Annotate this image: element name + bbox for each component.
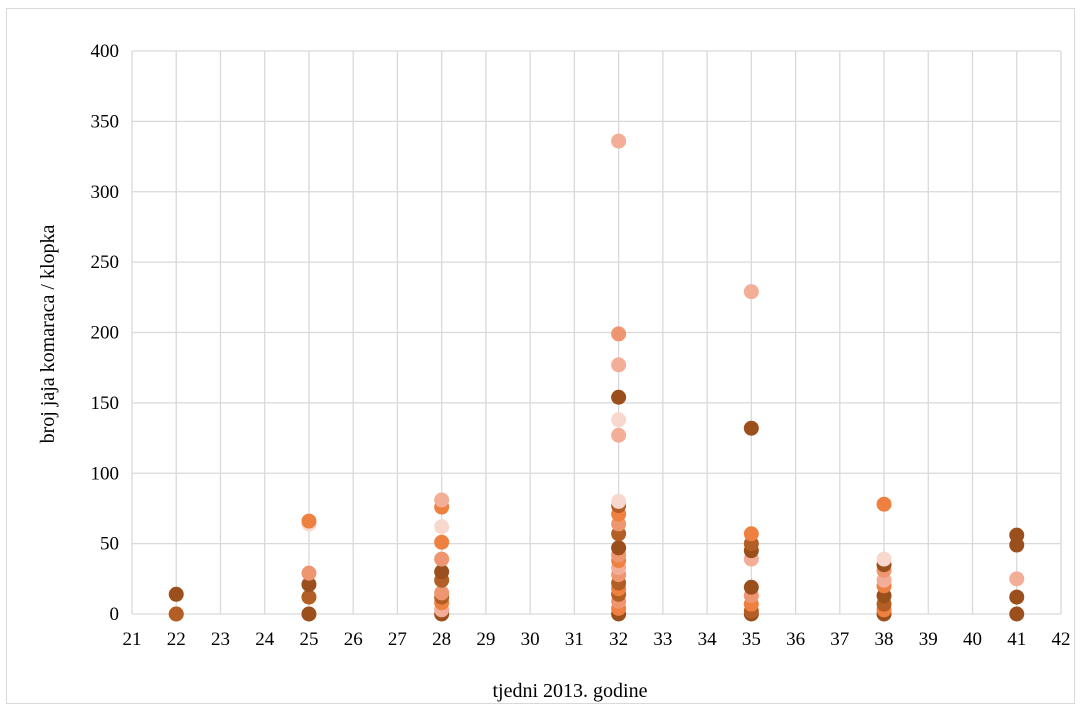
y-tick-label: 0 <box>110 604 120 625</box>
scatter-point <box>168 606 184 622</box>
scatter-point <box>611 133 627 149</box>
x-tick-label: 38 <box>875 629 894 650</box>
scatter-point <box>1009 527 1025 543</box>
x-tick-label: 40 <box>963 629 982 650</box>
x-tick-label: 21 <box>123 629 142 650</box>
scatter-point <box>434 564 450 580</box>
scatter-point <box>301 589 317 605</box>
data-points <box>168 133 1025 622</box>
x-tick-label: 36 <box>786 629 805 650</box>
scatter-point <box>434 551 450 567</box>
x-tick-label: 25 <box>299 629 318 650</box>
chart-frame <box>6 8 1075 704</box>
scatter-point <box>1009 571 1025 587</box>
x-tick-label: 34 <box>698 629 718 650</box>
scatter-point <box>434 534 450 550</box>
scatter-point <box>611 357 627 373</box>
grid-lines <box>131 50 1062 615</box>
scatter-point <box>1009 589 1025 605</box>
x-tick-label: 24 <box>255 629 275 650</box>
y-tick-label: 100 <box>91 463 120 484</box>
x-tick-label: 37 <box>830 629 849 650</box>
scatter-point <box>301 606 317 622</box>
y-tick-label: 150 <box>91 393 120 414</box>
scatter-point <box>743 526 759 542</box>
tick-labels: 0 50 100 150 200 250 300 350 400 21 22 23 24 25 26 27 28… <box>91 41 1071 650</box>
x-tick-label: 22 <box>167 629 186 650</box>
scatter-point <box>611 427 627 443</box>
x-tick-label: 41 <box>1007 629 1026 650</box>
x-tick-label: 39 <box>919 629 938 650</box>
scatter-point <box>876 551 892 567</box>
x-tick-label: 32 <box>609 629 628 650</box>
x-tick-label: 42 <box>1052 629 1071 650</box>
y-axis-title: broj jaja komaraca / klopka <box>37 224 59 443</box>
scatter-point <box>301 576 317 592</box>
scatter-point <box>611 493 627 509</box>
x-tick-label: 31 <box>565 629 584 650</box>
x-tick-label: 33 <box>653 629 672 650</box>
x-tick-label: 35 <box>742 629 761 650</box>
scatter-point <box>743 579 759 595</box>
scatter-point <box>434 585 450 601</box>
x-axis-title: tjedni 2013. godine <box>493 680 648 702</box>
scatter-point <box>611 389 627 405</box>
y-tick-label: 200 <box>91 323 120 344</box>
scatter-point <box>743 420 759 436</box>
y-tick-label: 400 <box>91 41 120 62</box>
x-tick-label: 30 <box>521 629 540 650</box>
scatter-point <box>611 326 627 342</box>
scatter-point <box>301 513 317 529</box>
scatter-point <box>434 519 450 535</box>
scatter-point <box>611 412 627 428</box>
y-tick-label: 300 <box>91 182 120 203</box>
y-tick-label: 250 <box>91 252 120 273</box>
scatter-point <box>611 540 627 556</box>
scatter-point <box>434 492 450 508</box>
y-tick-label: 350 <box>91 111 120 132</box>
x-tick-label: 27 <box>388 629 407 650</box>
y-tick-label: 50 <box>100 534 119 555</box>
scatter-point <box>1009 606 1025 622</box>
x-tick-label: 23 <box>211 629 230 650</box>
scatter-point <box>876 496 892 512</box>
scatter-point <box>743 284 759 300</box>
x-tick-label: 28 <box>432 629 451 650</box>
scatter-point <box>168 586 184 602</box>
scatter-point <box>301 565 317 581</box>
x-tick-label: 26 <box>344 629 363 650</box>
x-tick-label: 29 <box>476 629 495 650</box>
